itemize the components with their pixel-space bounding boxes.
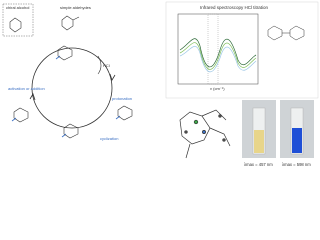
label: protonation xyxy=(112,96,132,101)
spectrum-curve xyxy=(179,38,257,68)
product-box xyxy=(2,3,34,37)
spectrum-panel: Infrared spectroscopy HCl titration ν (c… xyxy=(165,1,319,99)
label: simple aldehydes xyxy=(60,5,91,10)
molecule xyxy=(61,15,80,31)
arrow-head xyxy=(29,93,36,101)
cuvette-label: λmax = 457 nm xyxy=(244,162,273,167)
catalytic-cycle: chiral alcohol simple aldehydes HCl prot… xyxy=(2,3,133,141)
cuvettes: λmax = 457 nm λmax = 598 nm xyxy=(242,100,314,167)
catalyst xyxy=(13,45,133,139)
label: HCl xyxy=(103,63,110,68)
figure: chiral alcohol simple aldehydes HCl prot… xyxy=(2,1,319,167)
panel-border xyxy=(165,1,319,99)
highlight-box xyxy=(207,13,219,85)
spectrum-curve xyxy=(179,45,257,72)
x-axis-label: ν (cm⁻¹) xyxy=(210,86,225,91)
crystal-structure xyxy=(179,109,231,159)
arrow-head xyxy=(109,73,116,81)
solution-yellow xyxy=(254,130,264,153)
nitrogen xyxy=(11,55,121,138)
structure xyxy=(267,25,305,41)
cycle-arrow xyxy=(31,47,113,129)
label: chiral alcohol xyxy=(6,5,29,10)
label: activation or addition xyxy=(8,86,45,91)
spectrum-curve xyxy=(179,42,257,70)
arrow xyxy=(97,55,102,75)
label: cyclization xyxy=(100,136,118,141)
solution-blue xyxy=(292,128,302,153)
panel-title: Infrared spectroscopy HCl titration xyxy=(200,5,269,10)
molecule xyxy=(9,17,22,33)
cuvette-label: λmax = 598 nm xyxy=(282,162,311,167)
